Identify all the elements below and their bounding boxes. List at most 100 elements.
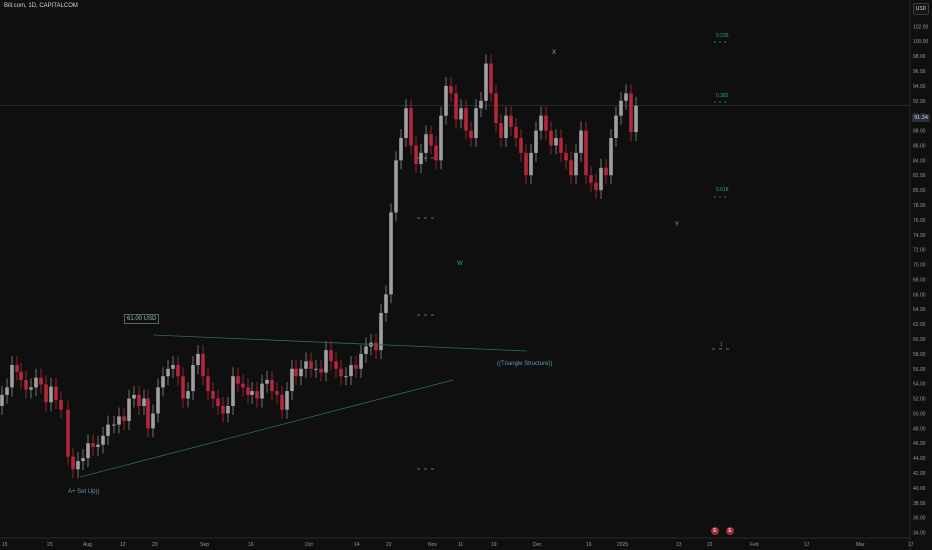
candle-body xyxy=(191,365,195,392)
x-tick-label: 22 xyxy=(707,542,713,548)
fib-0618-label: 0.618 xyxy=(716,187,729,193)
candle-body xyxy=(539,115,543,131)
candle-body xyxy=(86,443,90,459)
candle-body xyxy=(434,145,438,161)
earnings-event-icon[interactable]: E xyxy=(711,527,719,535)
x-tick-label: Feb xyxy=(750,542,759,548)
candle-body xyxy=(439,115,443,161)
candle-body xyxy=(24,379,28,390)
candle-body xyxy=(579,130,583,153)
y-tick-label: 72.00 xyxy=(913,248,926,254)
x-tick-label: 12 xyxy=(120,542,126,548)
candle-body xyxy=(329,350,333,362)
candle-body xyxy=(409,108,413,146)
fib-0236-label: 0.236 xyxy=(716,33,729,39)
candle-body xyxy=(290,368,294,392)
candle-body xyxy=(619,100,623,116)
candle-body xyxy=(127,398,131,421)
candle-body xyxy=(354,365,358,369)
x-tick-label: Aug xyxy=(83,542,92,548)
candle-body xyxy=(604,167,608,176)
y-tick-label: 100.00 xyxy=(913,39,929,45)
candle-body xyxy=(216,398,220,406)
candle-body xyxy=(464,108,468,131)
y-tick-label: 46.00 xyxy=(913,441,926,447)
candle-body xyxy=(384,294,388,313)
candle-body xyxy=(469,130,473,138)
y-tick-label: 102.00 xyxy=(913,24,929,30)
candle-body xyxy=(344,376,348,378)
candle-body xyxy=(534,130,538,153)
candle-body xyxy=(211,391,215,399)
candle-body xyxy=(161,376,165,388)
candle-body xyxy=(559,138,563,153)
candle-body xyxy=(514,126,518,138)
candle-body xyxy=(29,387,33,390)
candle-body xyxy=(634,105,638,133)
trendline xyxy=(79,379,454,478)
candle-body xyxy=(71,456,75,470)
x-tick-label: 15 xyxy=(2,542,8,548)
candle-body xyxy=(106,424,110,436)
candle-body xyxy=(414,145,418,165)
candle-body xyxy=(599,167,603,191)
candle-body xyxy=(15,365,19,372)
y-tick-label: 52.00 xyxy=(913,397,926,403)
candle-body xyxy=(181,376,185,399)
candle-body xyxy=(624,93,628,101)
candle-body xyxy=(489,63,493,94)
x-tick-label: Oct xyxy=(305,542,313,548)
y-tick-label: 60.00 xyxy=(913,337,926,343)
chart-title: Bill.com, 1D, CAPITALCOM xyxy=(4,3,78,9)
x-tick-label: 17 xyxy=(908,542,914,548)
candle-body xyxy=(319,368,323,373)
x-tick-label: 19 xyxy=(491,542,497,548)
candle-body xyxy=(444,85,448,116)
x-tick-label: 11 xyxy=(458,542,463,548)
y-tick-label: 70.00 xyxy=(913,263,926,269)
candle-body xyxy=(324,350,328,373)
candle-body xyxy=(201,353,205,377)
candle-body xyxy=(206,376,210,392)
candle-body xyxy=(334,361,338,369)
candle-body xyxy=(454,93,458,120)
candle-body xyxy=(314,368,318,370)
y-tick-label: 68.00 xyxy=(913,277,926,283)
y-tick-label: 94.00 xyxy=(913,84,926,90)
candle-body xyxy=(374,342,378,351)
candle-body xyxy=(59,400,63,410)
candle-body xyxy=(39,377,43,385)
candle-body xyxy=(186,391,190,399)
x-tick-label: 22 xyxy=(386,542,392,548)
candle-body xyxy=(504,115,508,138)
candle-body xyxy=(629,93,633,133)
dividend-event-icon[interactable]: E xyxy=(726,527,734,535)
x-tick-label: 20 xyxy=(152,542,158,548)
candle-body xyxy=(285,391,289,410)
candle-body xyxy=(156,387,160,414)
y-tick-label: 76.00 xyxy=(913,218,926,224)
candle-body xyxy=(275,391,279,395)
candle-body xyxy=(549,130,553,146)
currency-button[interactable]: USD xyxy=(913,3,929,15)
candle-body xyxy=(0,394,4,406)
candle-body xyxy=(484,63,488,101)
candle-body xyxy=(524,152,528,176)
candle-body xyxy=(389,212,393,295)
candle-body xyxy=(166,368,170,377)
candle-body xyxy=(171,365,175,369)
y-tick-label: 40.00 xyxy=(913,486,926,492)
x-tick-label: Mar xyxy=(856,542,865,548)
y-tick-label: 50.00 xyxy=(913,411,926,417)
y-tick-label: 34.00 xyxy=(913,531,926,537)
y-tick-label: 74.00 xyxy=(913,233,926,239)
candle-body xyxy=(236,376,240,384)
candle-body xyxy=(379,312,383,351)
candle-body xyxy=(499,123,503,138)
candle-body xyxy=(255,391,259,399)
candle-body xyxy=(309,361,313,369)
candle-body xyxy=(76,461,80,470)
candle-body xyxy=(137,394,141,406)
candle-body xyxy=(614,115,618,138)
